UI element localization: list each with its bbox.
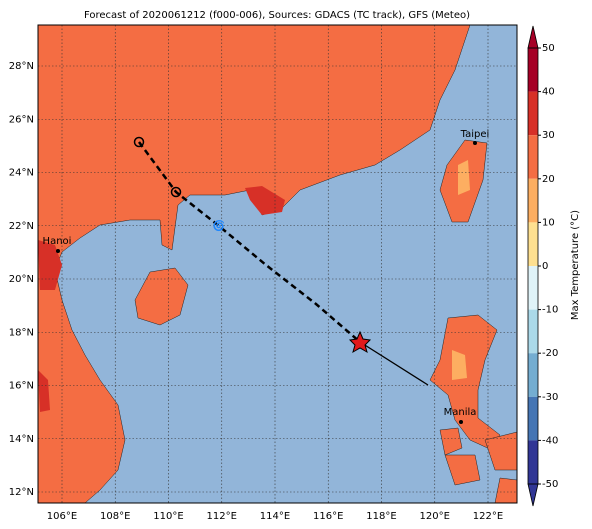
colorbar-band xyxy=(528,48,538,92)
colorbar-tick-label: -20 xyxy=(542,348,558,359)
colorbar-band xyxy=(528,135,538,179)
colorbar-label: Max Temperature (°C) xyxy=(570,210,581,320)
x-tick-label: 106°E xyxy=(47,511,77,522)
y-tick-label: 20°N xyxy=(9,274,34,285)
colorbar-band xyxy=(528,396,538,441)
colorbar-extend xyxy=(527,483,539,507)
x-tick-label: 108°E xyxy=(100,511,130,522)
city-label: Hanoi xyxy=(43,236,72,247)
past-track xyxy=(359,341,429,386)
colorbar-tick-label: -30 xyxy=(542,392,558,403)
x-tick-label: 122°E xyxy=(473,511,503,522)
y-tick-label: 22°N xyxy=(9,221,34,232)
storm-symbol: 🌀 xyxy=(213,219,225,232)
warm-area xyxy=(458,160,470,195)
city-label: Manila xyxy=(444,407,477,418)
hainan xyxy=(134,267,189,326)
colorbar-band xyxy=(528,440,538,484)
colorbar-tick-label: -40 xyxy=(542,435,558,446)
colorbar: 50 40 30 20 10 0 -10 -20 -30 -40 -50 xyxy=(527,25,558,507)
current-position xyxy=(348,330,372,354)
map: 🌀 Hanoi Taipei Manila xyxy=(37,24,518,504)
colorbar-band xyxy=(528,353,538,397)
y-tick-label: 24°N xyxy=(9,168,34,179)
frame xyxy=(37,24,518,504)
x-tick-label: 114°E xyxy=(260,511,290,522)
y-tick-label: 14°N xyxy=(9,434,34,445)
x-tick-label: 120°E xyxy=(420,511,450,522)
islands xyxy=(439,427,518,504)
y-tick-label: 28°N xyxy=(9,61,34,72)
city-dot xyxy=(56,249,60,253)
x-tick-label: 110°E xyxy=(153,511,183,522)
track-point xyxy=(133,136,145,148)
colorbar-band xyxy=(528,178,538,223)
city-dot xyxy=(459,420,463,424)
hot-area xyxy=(38,240,62,290)
colorbar-tick-label: 50 xyxy=(542,43,555,54)
mainland xyxy=(37,24,471,504)
x-tick-label: 118°E xyxy=(366,511,396,522)
colorbar-tick-label: -50 xyxy=(542,479,558,490)
city-label: Taipei xyxy=(460,129,490,140)
title: Forecast of 2020061212 (f000-006), Sourc… xyxy=(84,10,470,21)
colorbar-band xyxy=(528,91,538,136)
x-tick-label: 116°E xyxy=(313,511,343,522)
y-tick-label: 18°N xyxy=(9,327,34,338)
city-dot xyxy=(473,141,477,145)
warm-area xyxy=(452,350,467,380)
y-tick-label: 12°N xyxy=(9,487,34,498)
y-tick-label: 16°N xyxy=(9,381,34,392)
colorbar-tick-label: 40 xyxy=(542,87,555,98)
colorbar-tick-label: 20 xyxy=(542,174,555,185)
x-tick-label: 112°E xyxy=(207,511,237,522)
forecast-track xyxy=(137,141,361,343)
colorbar-tick-label: 30 xyxy=(542,130,555,141)
y-tick-label: 26°N xyxy=(9,114,34,125)
colorbar-tick-label: -10 xyxy=(542,305,558,316)
colorbar-band xyxy=(528,266,538,310)
graticule xyxy=(38,25,517,503)
colorbar-tick-label: 0 xyxy=(542,261,548,272)
track-point xyxy=(170,186,182,198)
colorbar-band xyxy=(528,309,538,354)
hot-area xyxy=(38,370,50,412)
colorbar-extend xyxy=(527,25,539,49)
colorbar-tick-label: 10 xyxy=(542,217,555,228)
colorbar-band xyxy=(528,222,538,266)
